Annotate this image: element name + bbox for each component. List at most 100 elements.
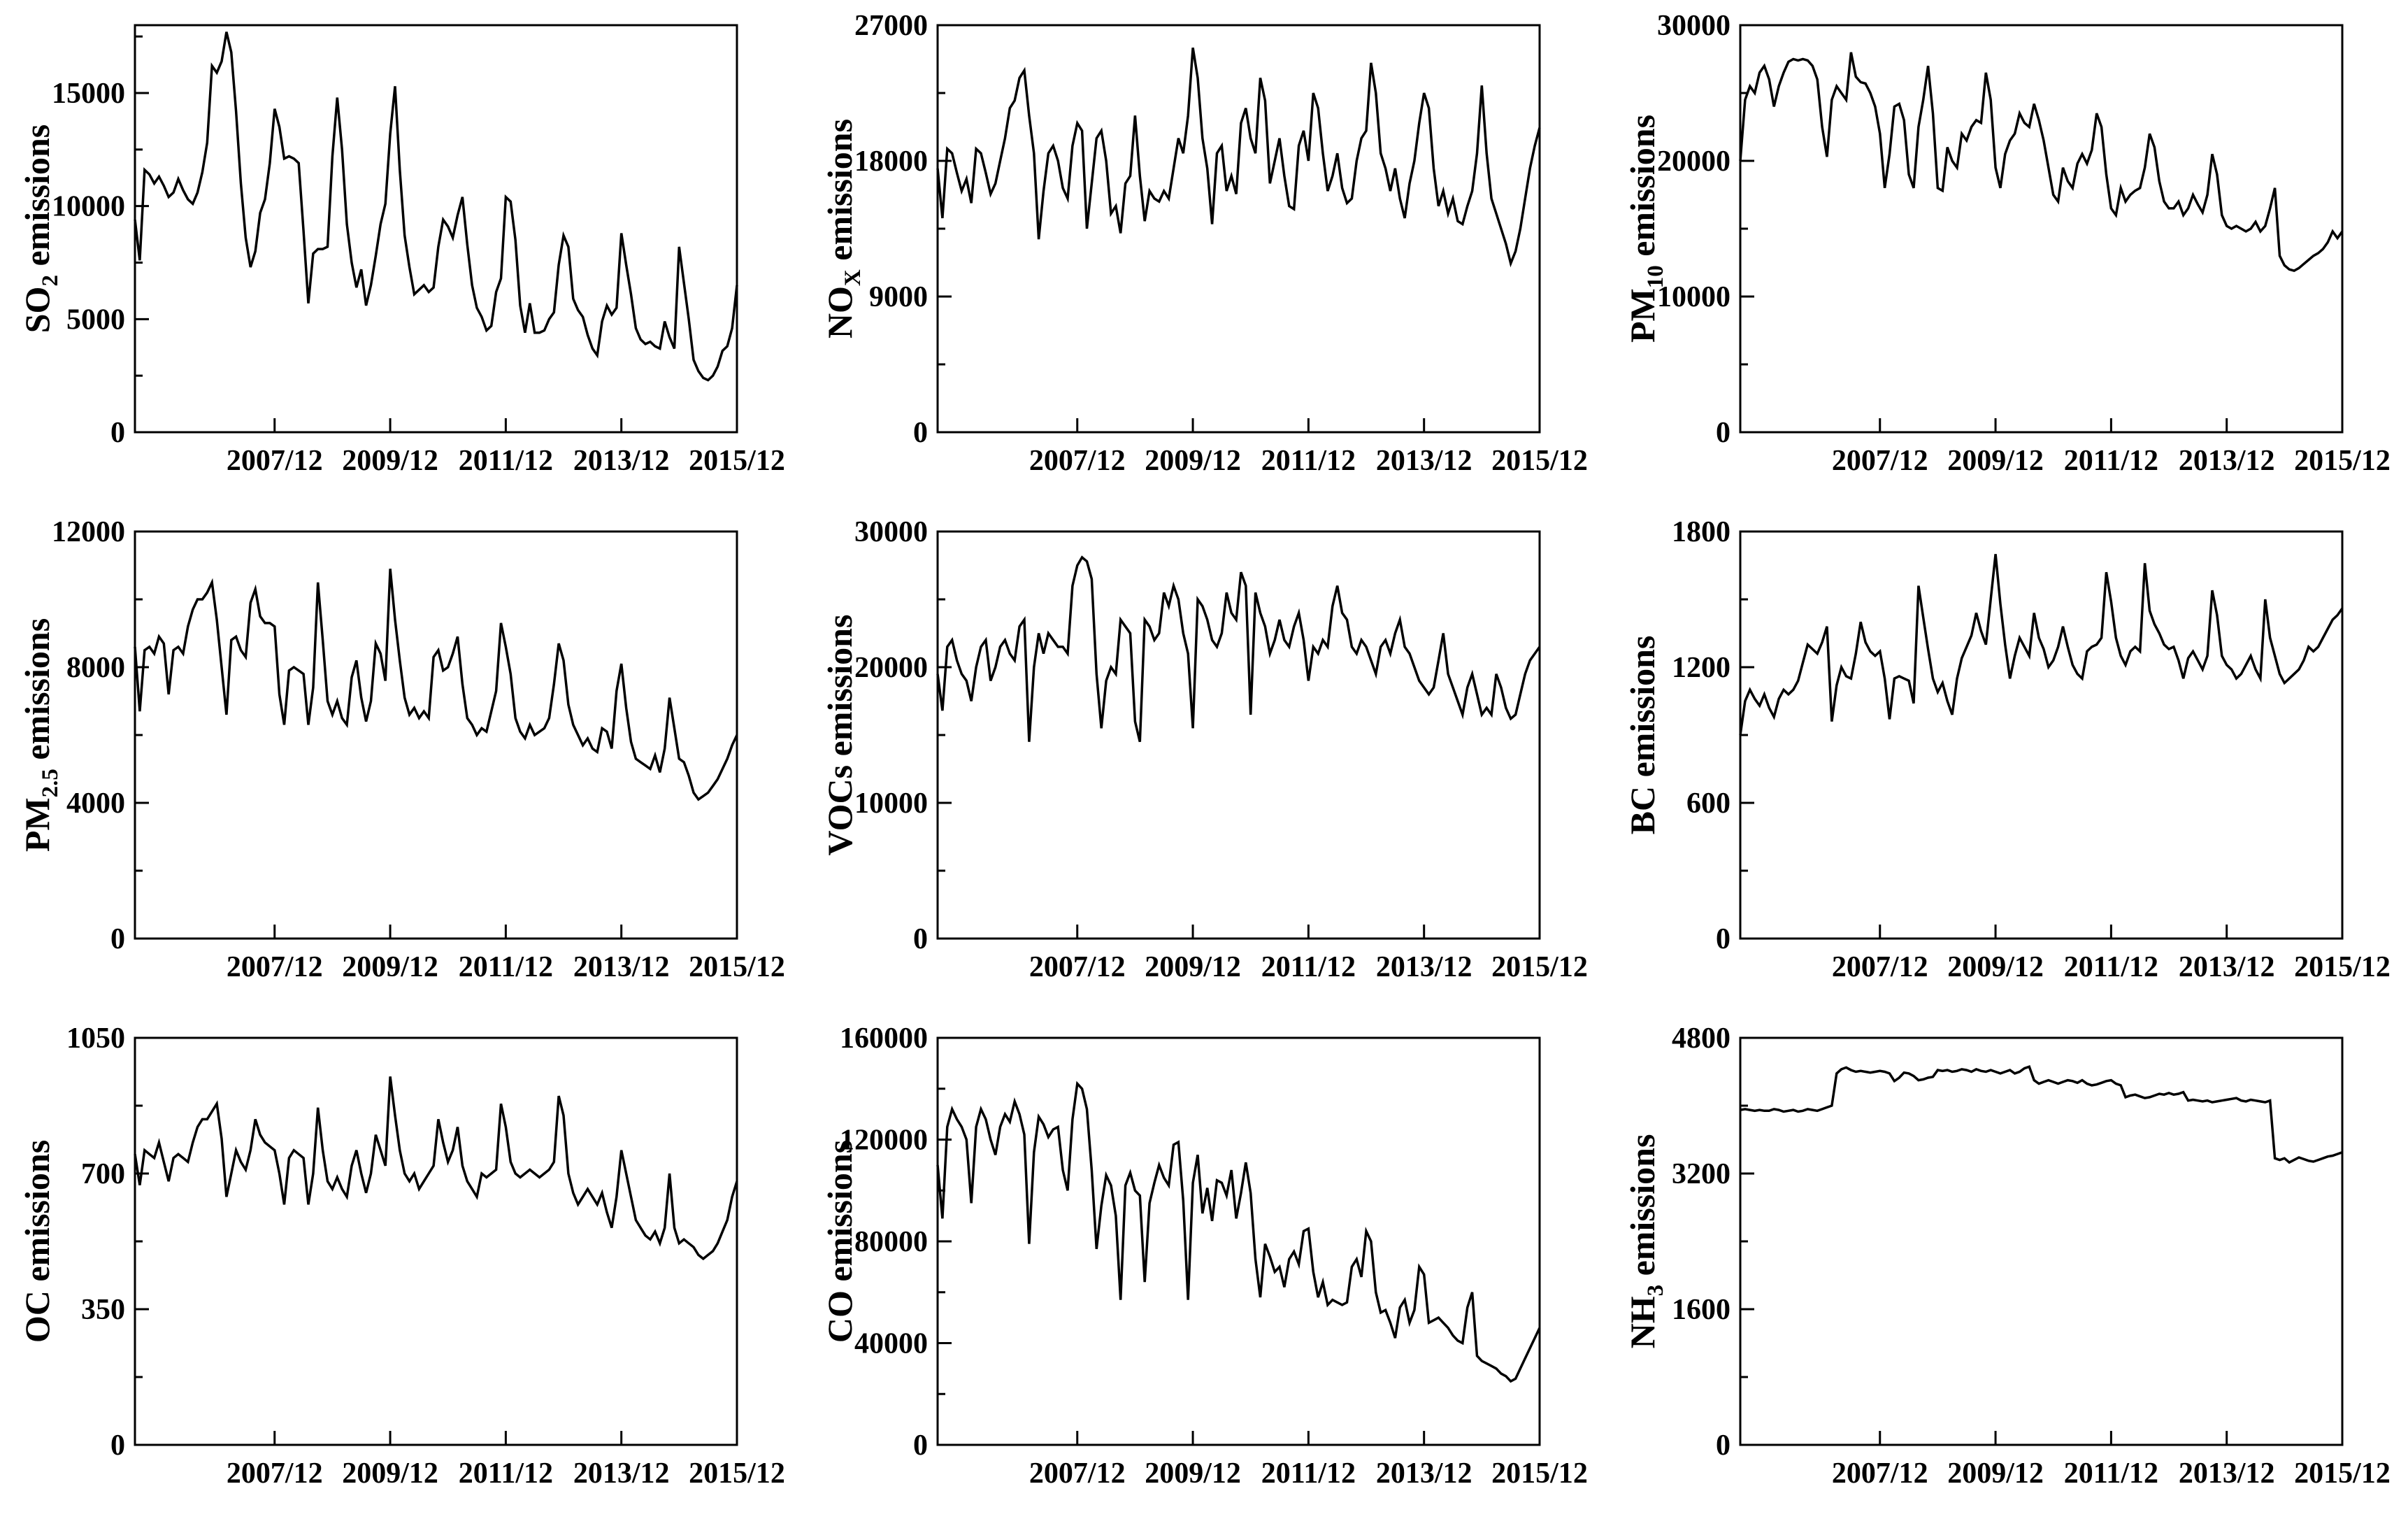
x-tick-label: 2015/12 xyxy=(689,1457,785,1490)
y-tick-label: 40000 xyxy=(854,1328,928,1360)
x-tick-label: 2009/12 xyxy=(1145,1457,1241,1490)
chart-pm25-canvas: 0 4000 8000 12000 2007/12 2009/12 2011/12 2013/… xyxy=(17,516,785,983)
x-tick-label: 2013/12 xyxy=(1376,1457,1472,1490)
y-tick-label: 1600 xyxy=(1672,1294,1730,1326)
y-tick-label: 0 xyxy=(110,1429,125,1462)
y-axis-title-pm10: PM10 emissions xyxy=(1623,115,1668,343)
x-tick-label: 2015/12 xyxy=(1491,445,1588,477)
y-tick-label: 1050 xyxy=(66,1022,125,1055)
x-tick-label: 2013/12 xyxy=(2179,445,2275,477)
chart-vocs-canvas: 0 10000 20000 30000 2007/12 2009/12 2011/12 201… xyxy=(820,516,1588,983)
x-tick-label: 2007/12 xyxy=(227,1457,323,1490)
x-tick-label: 2007/12 xyxy=(1029,1457,1126,1490)
plot-frame xyxy=(1739,530,2344,940)
data-line-so2 xyxy=(134,31,738,382)
y-tick-label: 30000 xyxy=(1657,10,1730,42)
y-axis-title-bc: BC emissions xyxy=(1623,636,1662,835)
y-axis-title-pm25: PM2.5 emissions xyxy=(17,618,63,852)
y-tick-label: 12000 xyxy=(52,516,125,548)
x-tick-label: 2007/12 xyxy=(1832,1457,1928,1490)
y-tick-label: 3200 xyxy=(1672,1158,1730,1190)
y-tick-label: 10000 xyxy=(854,787,928,820)
y-tick-label: 0 xyxy=(913,1429,928,1462)
y-tick-label: 0 xyxy=(110,417,125,449)
x-tick-label: 2013/12 xyxy=(2179,1457,2275,1490)
y-axis-title-so2: SO2 emissions xyxy=(17,124,63,334)
plot-frame xyxy=(134,530,738,940)
x-tick-label: 2011/12 xyxy=(2064,445,2158,477)
y-tick-label: 1800 xyxy=(1672,516,1730,548)
x-tick-label: 2015/12 xyxy=(1491,951,1588,983)
x-tick-label: 2009/12 xyxy=(1947,445,2044,477)
y-tick-label: 30000 xyxy=(854,516,928,548)
plot-frame xyxy=(134,24,738,434)
data-line-pm10 xyxy=(1739,52,2344,272)
chart-pm10: 0 10000 20000 30000 2007/12 2009/12 2011/12 201… xyxy=(1605,0,2408,506)
x-tick-label: 2011/12 xyxy=(459,1457,553,1490)
x-tick-label: 2007/12 xyxy=(1832,951,1928,983)
x-tick-label: 2015/12 xyxy=(2294,1457,2391,1490)
data-line-pm25 xyxy=(134,569,738,801)
data-line-vocs xyxy=(936,555,1541,743)
chart-bc-canvas: 0 600 1200 1800 2007/12 2009/12 2011/12 2013/12… xyxy=(1623,516,2391,983)
chart-nh3-canvas: 0 1600 3200 4800 2007/12 2009/12 2011/12 2013/1… xyxy=(1623,1022,2391,1490)
y-tick-label: 10000 xyxy=(52,191,125,223)
x-tick-label: 2013/12 xyxy=(2179,951,2275,983)
x-tick-label: 2011/12 xyxy=(1261,951,1356,983)
chart-co-canvas: 0 40000 80000 120000 160000 2007/12 2009/12 201… xyxy=(820,1022,1588,1490)
x-tick-label: 2007/12 xyxy=(227,951,323,983)
y-tick-label: 350 xyxy=(81,1294,125,1326)
x-tick-label: 2009/12 xyxy=(1947,1457,2044,1490)
x-tick-label: 2015/12 xyxy=(689,445,785,477)
x-tick-label: 2009/12 xyxy=(1947,951,2044,983)
x-tick-label: 2013/12 xyxy=(573,951,670,983)
x-tick-label: 2015/12 xyxy=(2294,951,2391,983)
x-tick-label: 2015/12 xyxy=(1491,1457,1588,1490)
y-tick-label: 0 xyxy=(1716,417,1730,449)
data-line-co xyxy=(936,1081,1541,1383)
x-tick-label: 2011/12 xyxy=(1261,445,1356,477)
x-tick-label: 2009/12 xyxy=(1145,951,1241,983)
y-tick-label: 0 xyxy=(1716,923,1730,955)
x-tick-label: 2015/12 xyxy=(2294,445,2391,477)
y-tick-label: 5000 xyxy=(66,304,125,336)
x-tick-label: 2011/12 xyxy=(2064,1457,2158,1490)
data-line-nox xyxy=(936,48,1541,268)
y-tick-label: 700 xyxy=(81,1158,125,1190)
x-tick-label: 2011/12 xyxy=(2064,951,2158,983)
y-tick-label: 4800 xyxy=(1672,1022,1730,1055)
chart-nh3: 0 1600 3200 4800 2007/12 2009/12 2011/12 2013/1… xyxy=(1605,1013,2408,1519)
y-tick-label: 0 xyxy=(913,923,928,955)
x-tick-label: 2009/12 xyxy=(342,1457,438,1490)
x-tick-label: 2011/12 xyxy=(1261,1457,1356,1490)
y-tick-label: 15000 xyxy=(52,78,125,110)
y-tick-label: 9000 xyxy=(869,281,928,313)
chart-so2-canvas: 0 5000 10000 15000 2007/12 2009/12 2011/12 2013… xyxy=(17,24,785,477)
chart-pm25: 0 4000 8000 12000 2007/12 2009/12 2011/12 2013/… xyxy=(0,506,803,1013)
y-tick-label: 1200 xyxy=(1672,652,1730,684)
y-tick-label: 160000 xyxy=(840,1022,928,1055)
x-tick-label: 2013/12 xyxy=(1376,445,1472,477)
chart-co: 0 40000 80000 120000 160000 2007/12 2009/12 201… xyxy=(803,1013,1605,1519)
data-line-bc xyxy=(1739,554,2344,736)
chart-so2: 0 5000 10000 15000 2007/12 2009/12 2011/12 2013… xyxy=(0,0,803,506)
y-axis-title-oc: OC emissions xyxy=(17,1140,57,1343)
y-tick-label: 8000 xyxy=(66,652,125,684)
x-tick-label: 2015/12 xyxy=(689,951,785,983)
y-axis-title-nox: NOX emissions xyxy=(820,119,866,338)
x-tick-label: 2013/12 xyxy=(573,445,670,477)
x-tick-label: 2009/12 xyxy=(1145,445,1241,477)
chart-nox: 0 9000 18000 27000 2007/12 2009/12 2011/12 2013… xyxy=(803,0,1605,506)
y-tick-label: 4000 xyxy=(66,787,125,820)
y-tick-label: 0 xyxy=(1716,1429,1730,1462)
chart-vocs: 0 10000 20000 30000 2007/12 2009/12 2011/12 201… xyxy=(803,506,1605,1013)
chart-bc: 0 600 1200 1800 2007/12 2009/12 2011/12 2013/12… xyxy=(1605,506,2408,1013)
y-tick-label: 0 xyxy=(110,923,125,955)
data-line-oc xyxy=(134,1076,738,1261)
data-line-nh3 xyxy=(1740,1064,2343,1164)
x-tick-label: 2007/12 xyxy=(1832,445,1928,477)
x-tick-label: 2011/12 xyxy=(459,951,553,983)
y-axis-title-vocs: VOCs emissions xyxy=(820,615,859,856)
y-axis-title-nh3: NH3 emissions xyxy=(1623,1134,1668,1349)
